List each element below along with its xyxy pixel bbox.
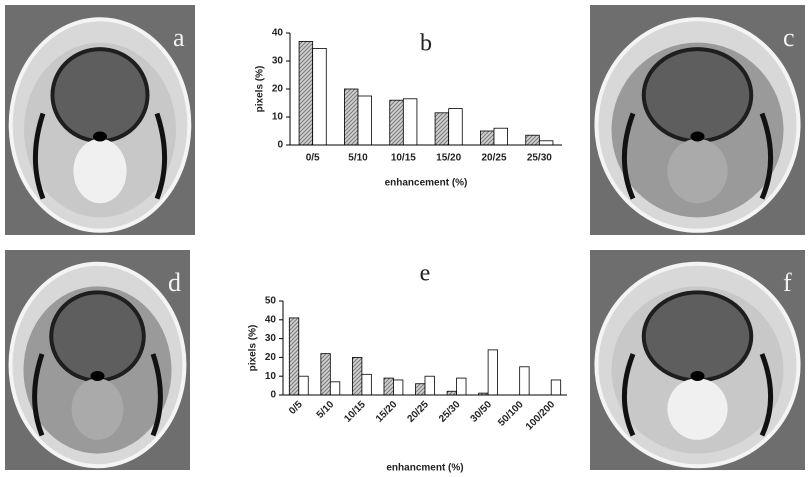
x-tick-label: 15/20 [374, 399, 400, 425]
y-tick-label: 20 [265, 352, 277, 363]
y-tick-label: 20 [272, 84, 284, 95]
brainstem [667, 138, 728, 204]
x-tick-label: 20/25 [406, 399, 432, 425]
brain [641, 47, 754, 144]
y-tick-label: 30 [265, 333, 277, 344]
skull-line-left [621, 112, 636, 200]
x-tick-label: 25/30 [527, 153, 552, 164]
skull-line-left [32, 112, 46, 200]
panel-label: d [168, 268, 181, 297]
bar [312, 48, 327, 146]
bar [456, 377, 467, 396]
x-tick-label: 25/30 [437, 399, 463, 425]
bar [519, 366, 530, 396]
brainstem [667, 378, 728, 440]
bar [343, 88, 359, 146]
bar [389, 99, 404, 146]
bar [487, 349, 498, 396]
brainstem [71, 378, 124, 440]
skull-line-left [32, 353, 45, 437]
canal [690, 131, 705, 142]
x-tick-label: 5/10 [348, 153, 368, 164]
chart: e 0 10 20 30 40 50 0/5 5/10 10/15 15/20 20/25 25/30 3… [248, 261, 567, 474]
mri-image: a [5, 5, 195, 235]
bar [320, 353, 331, 396]
panel-label: c [783, 23, 795, 52]
bar [361, 373, 372, 396]
y-tick-label: 40 [272, 28, 284, 39]
bar [538, 140, 554, 146]
brain [641, 290, 754, 383]
y-tick-label: 30 [272, 56, 284, 67]
x-tick-label: 100/200 [524, 399, 558, 433]
brain [50, 47, 150, 144]
bar [383, 377, 394, 396]
bar [424, 375, 435, 396]
chart-title: b [420, 31, 432, 57]
bar [434, 112, 450, 146]
brain [49, 290, 146, 383]
brainstem [73, 138, 127, 204]
bar [550, 379, 562, 396]
canal [90, 371, 105, 381]
bar [402, 98, 418, 146]
bar [393, 379, 404, 396]
canal [93, 131, 107, 142]
bar [288, 317, 300, 396]
skull-line-left [621, 353, 636, 437]
bar [298, 41, 314, 146]
y-tick-label: 0 [277, 140, 283, 151]
bar [415, 383, 426, 396]
x-tick-label: 50/100 [496, 399, 526, 429]
x-tick-label: 30/50 [469, 399, 495, 425]
x-tick-label: 20/25 [481, 153, 506, 164]
panel-label: f [783, 268, 792, 297]
panel-label: a [173, 23, 185, 52]
x-tick-label: 0/5 [287, 399, 305, 417]
y-tick-label: 10 [265, 371, 277, 382]
bar [298, 375, 309, 396]
y-tick-label: 10 [272, 112, 284, 123]
y-tick-label: 40 [265, 314, 277, 325]
bar [525, 134, 540, 146]
x-tick-label: 10/15 [391, 153, 416, 164]
skull-line-right [154, 112, 168, 200]
x-tick-label: 5/10 [315, 399, 337, 421]
chart: b 0 10 20 30 40 0/5 5/10 10/15 15/20 20/25 25/30 pix… [255, 28, 562, 189]
skull-line-right [150, 353, 163, 437]
bar [446, 390, 457, 396]
chart-title: e [420, 261, 431, 287]
x-tick-label: 10/15 [342, 399, 368, 425]
bar [329, 381, 341, 396]
y-axis-label: pixels (%) [248, 325, 259, 372]
mri-image: d [5, 250, 190, 470]
x-tick-label: 15/20 [436, 153, 461, 164]
bar [357, 95, 373, 146]
y-axis-label: pixels (%) [255, 66, 266, 113]
y-tick-label: 50 [265, 296, 277, 307]
bar [493, 127, 509, 146]
mri-image: c [590, 5, 805, 235]
skull-line-right [759, 353, 774, 437]
x-tick-label: 0/5 [306, 153, 320, 164]
mri-image: f [590, 250, 805, 470]
x-axis-label: enhancement (%) [385, 178, 468, 189]
x-axis-label: enhancment (%) [386, 463, 463, 474]
bar [479, 130, 495, 146]
skull-line-right [759, 112, 774, 200]
canal [690, 371, 705, 381]
bar [448, 108, 463, 146]
bar [352, 356, 363, 396]
y-tick-label: 0 [270, 390, 276, 401]
